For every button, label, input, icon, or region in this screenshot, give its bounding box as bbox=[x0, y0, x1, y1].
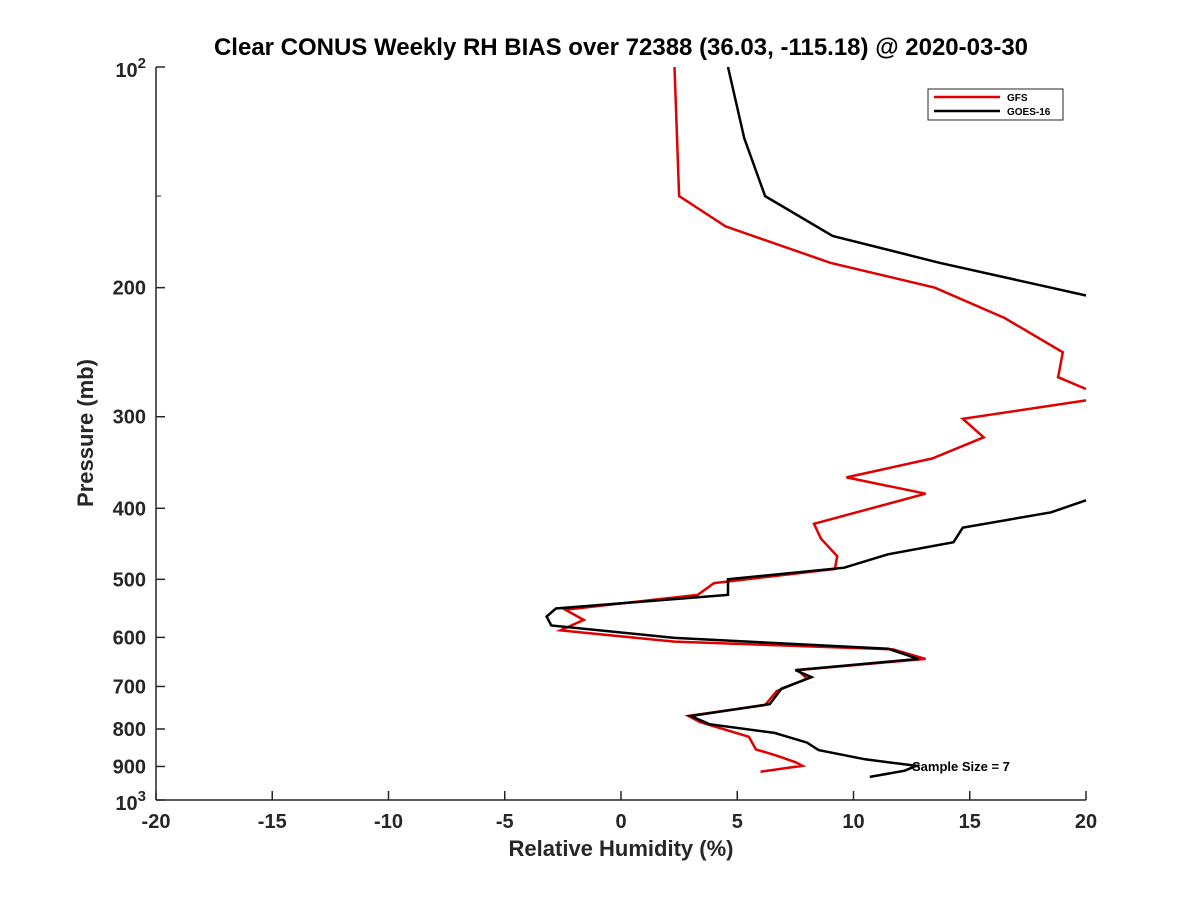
series-line-goes16-2 bbox=[726, 66, 1087, 297]
y-tick-label-exp: 102 bbox=[115, 55, 146, 82]
x-tick-label: 10 bbox=[842, 811, 864, 833]
y-tick-label-exp: 103 bbox=[115, 788, 146, 815]
series-line-gfs-0 bbox=[673, 66, 1087, 391]
y-tick-label: 600 bbox=[113, 627, 146, 649]
x-tick-label: 5 bbox=[732, 811, 743, 833]
y-tick-label: 900 bbox=[113, 756, 146, 778]
series-line-gfs-1 bbox=[555, 399, 1087, 773]
ticks: -20 -15 -10 -5 0 5 10 15 20 200 300 400 500 600 700 800… bbox=[113, 55, 1098, 833]
y-tick-label: 800 bbox=[113, 719, 146, 741]
y-tick-label: 400 bbox=[113, 498, 146, 520]
x-axis-label: Relative Humidity (%) bbox=[509, 836, 734, 861]
x-tick-label: 0 bbox=[615, 811, 626, 833]
legend-label-goes16: GOES-16 bbox=[1007, 107, 1051, 118]
x-tick-label: 15 bbox=[959, 811, 981, 833]
x-tick-label: -5 bbox=[496, 811, 514, 833]
sample-size-annotation: Sample Size = 7 bbox=[912, 759, 1010, 774]
chart-title: Clear CONUS Weekly RH BIAS over 72388 (3… bbox=[214, 34, 1028, 61]
legend-box bbox=[927, 88, 1064, 121]
x-tick-label: 20 bbox=[1075, 811, 1097, 833]
legend-label-gfs: GFS bbox=[1007, 93, 1028, 104]
y-axis-label: Pressure (mb) bbox=[73, 359, 98, 507]
plot-lines bbox=[545, 66, 1087, 779]
x-tick-label: -20 bbox=[142, 811, 171, 833]
y-tick-label: 500 bbox=[113, 569, 146, 591]
y-tick-label: 300 bbox=[113, 407, 146, 429]
legend: GFS GOES-16 bbox=[927, 88, 1064, 121]
series-line-goes16-3 bbox=[545, 499, 1087, 779]
x-tick-label: -15 bbox=[258, 811, 287, 833]
x-tick-label: -10 bbox=[374, 811, 403, 833]
y-tick-label: 200 bbox=[113, 278, 146, 300]
y-tick-label: 700 bbox=[113, 676, 146, 698]
